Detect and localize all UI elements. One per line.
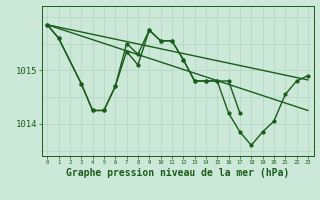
X-axis label: Graphe pression niveau de la mer (hPa): Graphe pression niveau de la mer (hPa)	[66, 168, 289, 178]
